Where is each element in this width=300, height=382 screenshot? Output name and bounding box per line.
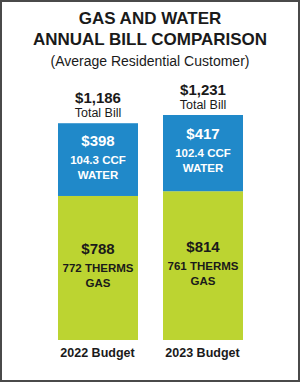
svg-text:Total Bill: Total Bill — [75, 106, 122, 120]
svg-text:$398: $398 — [81, 132, 114, 149]
svg-text:WATER: WATER — [78, 169, 119, 181]
svg-text:104.3 CCF: 104.3 CCF — [70, 154, 126, 166]
svg-text:$1,231: $1,231 — [180, 81, 226, 98]
svg-text:WATER: WATER — [183, 162, 224, 174]
svg-text:761 THERMS: 761 THERMS — [168, 260, 239, 272]
svg-text:2022 Budget: 2022 Budget — [60, 346, 135, 360]
svg-text:102.4 CCF: 102.4 CCF — [175, 147, 231, 159]
svg-text:$788: $788 — [81, 240, 114, 257]
svg-text:Total Bill: Total Bill — [180, 98, 227, 112]
svg-text:$1,186: $1,186 — [75, 89, 121, 106]
svg-text:GAS: GAS — [191, 275, 216, 287]
html-text:GAS AND WATER ANNUAL BILL COMP: GAS AND WATER ANNUAL BILL COMPARISON — [32, 9, 268, 49]
svg-text:2023 Budget: 2023 Budget — [165, 346, 240, 360]
svg-text:772 THERMS: 772 THERMS — [63, 262, 134, 274]
svg-text:GAS: GAS — [86, 277, 111, 289]
svg-text:$417: $417 — [186, 125, 219, 142]
svg-text:$814: $814 — [186, 238, 220, 255]
html-text:(Average Residential Customer): (Average Residential Customer) — [50, 53, 250, 69]
